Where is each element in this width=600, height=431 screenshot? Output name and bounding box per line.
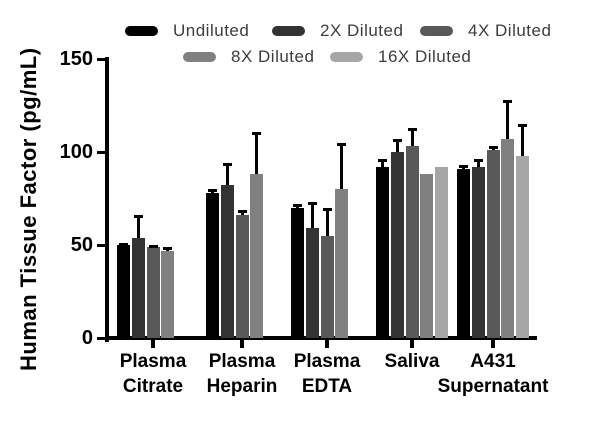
error-bar-cap bbox=[377, 159, 387, 163]
error-bar-cap bbox=[148, 245, 158, 248]
y-axis-line bbox=[105, 57, 109, 342]
error-bar-cap bbox=[337, 142, 347, 146]
error-bar-cap bbox=[322, 207, 332, 211]
x-axis-category-line: A431 bbox=[470, 351, 516, 372]
x-axis-category-label: Plasma Citrate bbox=[68, 349, 238, 399]
legend-item-8x-diluted: 8X Diluted bbox=[183, 47, 315, 66]
error-bar-cap bbox=[163, 246, 173, 250]
legend-label-16x-diluted: 16X Diluted bbox=[378, 47, 472, 66]
x-axis-category-line: Saliva bbox=[384, 351, 440, 372]
x-tick bbox=[240, 339, 244, 348]
legend-swatch-2x-diluted bbox=[272, 26, 305, 36]
error-bar-cap bbox=[292, 204, 302, 208]
x-axis-category-line: Plasma bbox=[293, 351, 361, 372]
bar-saliva-16x-diluted bbox=[435, 166, 449, 338]
x-axis-category-line: Plasma bbox=[208, 351, 276, 372]
bar-plasma-edta-4x-diluted bbox=[320, 235, 334, 338]
error-bar-cap bbox=[407, 127, 417, 131]
bar-plasma-heparin-4x-diluted bbox=[235, 215, 249, 338]
x-axis-category-line: Supernatant bbox=[437, 376, 549, 397]
y-tick bbox=[97, 243, 105, 247]
x-axis-category-label: Plasma EDTA bbox=[242, 349, 412, 399]
y-axis-title: Human Tissue Factor (pg/mL) bbox=[16, 47, 41, 371]
legend-swatch-4x-diluted bbox=[420, 26, 453, 36]
x-axis-category-line: EDTA bbox=[301, 376, 353, 397]
legend-label-2x-diluted: 2X Diluted bbox=[320, 21, 404, 40]
bar-plasma-citrate-undiluted bbox=[116, 245, 130, 338]
error-bar-cap bbox=[307, 202, 317, 206]
bar-plasma-edta-2x-diluted bbox=[305, 228, 319, 338]
error-bar-cap bbox=[473, 159, 483, 163]
y-tick bbox=[97, 57, 105, 61]
x-tick bbox=[151, 339, 155, 348]
legend-item-16x-diluted: 16X Diluted bbox=[330, 47, 472, 66]
bar-plasma-citrate-2x-diluted bbox=[131, 237, 145, 338]
error-bar-line bbox=[476, 159, 480, 167]
error-bar-cap bbox=[518, 124, 528, 128]
error-bar-cap bbox=[133, 215, 143, 219]
error-bar-cap bbox=[222, 163, 232, 167]
bar-plasma-edta-undiluted bbox=[290, 207, 304, 338]
error-bar-cap bbox=[458, 165, 468, 169]
error-bar-cap bbox=[118, 243, 128, 247]
bar-plasma-heparin-8x-diluted bbox=[250, 174, 264, 338]
x-axis-category-line: Citrate bbox=[122, 376, 184, 397]
error-bar-cap bbox=[237, 209, 247, 213]
legend-label-4x-diluted: 4X Diluted bbox=[468, 21, 552, 40]
error-bar-line bbox=[521, 124, 525, 156]
error-bar-line bbox=[225, 163, 229, 186]
x-axis-category-label: Plasma Heparin bbox=[157, 349, 327, 399]
error-bar-cap bbox=[488, 146, 498, 150]
x-axis-category-line: Heparin bbox=[206, 376, 278, 397]
bar-plasma-citrate-4x-diluted bbox=[146, 246, 160, 338]
legend-swatch-16x-diluted bbox=[330, 52, 363, 62]
error-bar-cap bbox=[252, 131, 262, 135]
error-bar-line bbox=[410, 127, 414, 147]
x-axis-category-label: A431 Supernatant bbox=[408, 349, 578, 399]
bar-a431-supernatant-undiluted bbox=[456, 168, 470, 338]
y-tick bbox=[97, 150, 105, 154]
error-bar-cap bbox=[207, 189, 217, 193]
bar-a431-supernatant-16x-diluted bbox=[516, 155, 530, 338]
bar-plasma-citrate-8x-diluted bbox=[161, 250, 175, 338]
y-tick-label: 50 bbox=[70, 234, 93, 256]
legend-item-2x-diluted: 2X Diluted bbox=[272, 21, 404, 40]
error-bar-line bbox=[136, 215, 140, 238]
x-tick bbox=[410, 339, 414, 348]
bar-saliva-2x-diluted bbox=[390, 152, 404, 338]
bar-plasma-heparin-2x-diluted bbox=[220, 185, 234, 338]
legend-label-8x-diluted: 8X Diluted bbox=[231, 47, 315, 66]
x-axis-category-label: Saliva bbox=[327, 349, 497, 374]
error-bar-line bbox=[310, 202, 314, 229]
x-tick bbox=[491, 339, 495, 348]
bar-a431-supernatant-2x-diluted bbox=[471, 166, 485, 338]
legend-item-undiluted: Undiluted bbox=[125, 21, 250, 40]
error-bar-line bbox=[255, 131, 259, 175]
bar-a431-supernatant-4x-diluted bbox=[486, 150, 500, 338]
bar-plasma-edta-8x-diluted bbox=[335, 189, 349, 338]
error-bar-cap bbox=[392, 138, 402, 142]
bar-a431-supernatant-8x-diluted bbox=[501, 138, 515, 338]
legend-item-4x-diluted: 4X Diluted bbox=[420, 21, 552, 40]
error-bar-line bbox=[325, 207, 329, 236]
legend-swatch-undiluted bbox=[125, 26, 158, 36]
y-tick-label: 150 bbox=[59, 48, 93, 70]
error-bar-line bbox=[506, 99, 510, 139]
legend-label-undiluted: Undiluted bbox=[173, 21, 250, 40]
error-bar-line bbox=[340, 142, 344, 190]
x-axis-category-line: Plasma bbox=[119, 351, 187, 372]
y-tick-label: 100 bbox=[59, 141, 93, 163]
y-tick-label: 0 bbox=[81, 327, 93, 349]
bar-plasma-heparin-undiluted bbox=[205, 192, 219, 338]
bar-saliva-4x-diluted bbox=[405, 146, 419, 338]
legend-swatch-8x-diluted bbox=[183, 52, 216, 62]
error-bar-line bbox=[395, 138, 399, 152]
x-tick bbox=[325, 339, 329, 348]
error-bar-line bbox=[380, 159, 384, 167]
y-tick bbox=[97, 336, 105, 340]
bar-saliva-8x-diluted bbox=[420, 174, 434, 338]
bar-saliva-undiluted bbox=[375, 166, 389, 338]
error-bar-cap bbox=[503, 99, 513, 103]
